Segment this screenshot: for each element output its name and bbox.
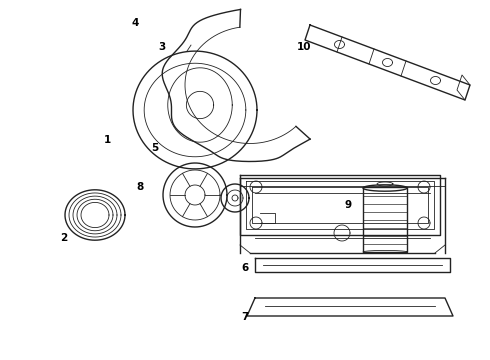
Text: 3: 3 <box>158 42 165 52</box>
Text: 2: 2 <box>60 233 67 243</box>
Text: 7: 7 <box>241 312 249 322</box>
Text: 10: 10 <box>296 42 311 52</box>
Text: 6: 6 <box>242 263 248 273</box>
Text: 9: 9 <box>344 200 351 210</box>
Text: 8: 8 <box>136 182 143 192</box>
Text: 1: 1 <box>104 135 111 145</box>
Text: 5: 5 <box>151 143 158 153</box>
Text: 4: 4 <box>131 18 139 28</box>
Bar <box>363 187 407 252</box>
